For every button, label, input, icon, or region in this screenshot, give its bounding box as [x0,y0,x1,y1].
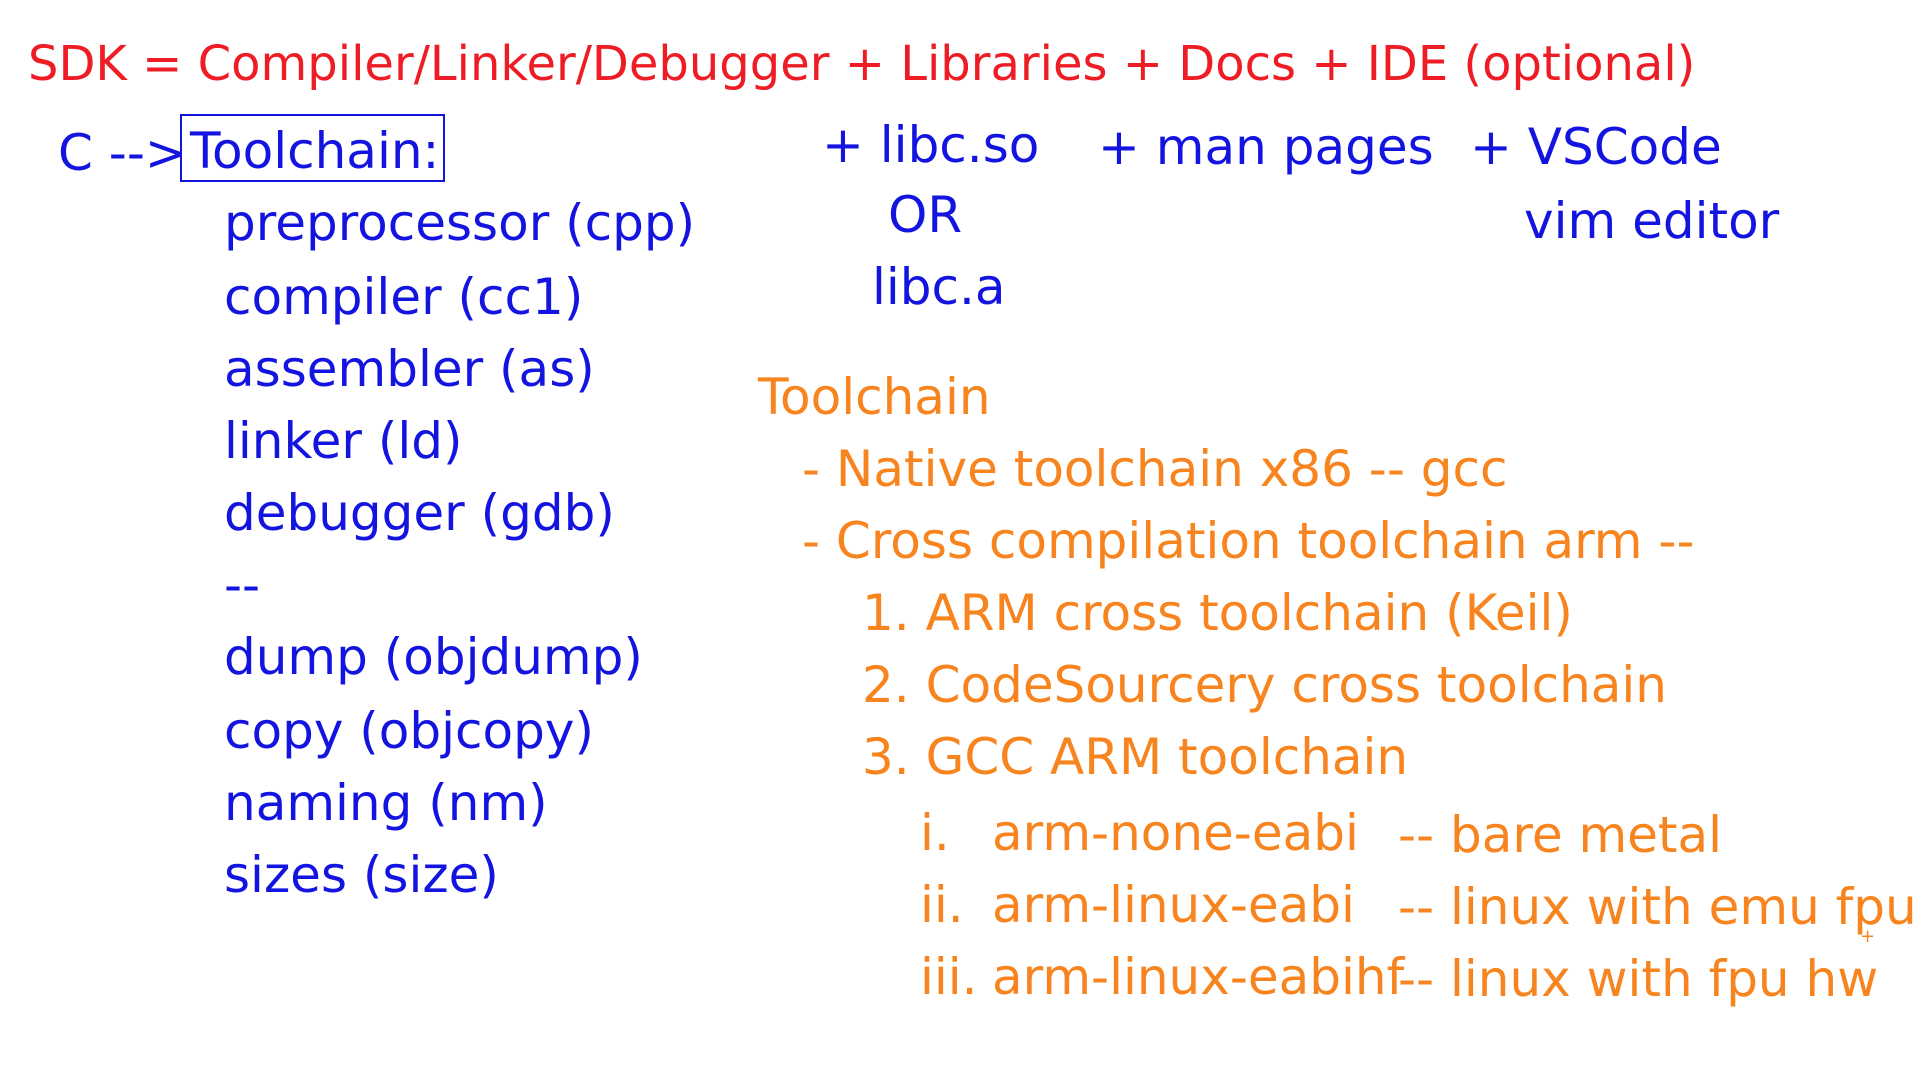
tool-item: preprocessor (cpp) [224,194,696,252]
tool-item: linker (ld) [224,412,463,470]
library-libc-a: libc.a [872,258,1006,316]
variant-number: i. [920,804,950,862]
sdk-definition: SDK = Compiler/Linker/Debugger + Librari… [28,36,1696,92]
toolchain-label: Toolchain: [190,122,440,180]
ide-vim: vim editor [1524,192,1780,250]
variant-name: arm-none-eabi [992,804,1359,862]
toolchain-box [180,114,445,182]
toolchain-heading: Toolchain [758,368,991,426]
cross-toolchain: - Cross compilation toolchain arm -- [802,512,1695,570]
variant-description: -- bare metal [1398,806,1723,864]
toolchain-option: 3. GCC ARM toolchain [862,728,1409,786]
tool-item: compiler (cc1) [224,268,584,326]
c-prefix: C --> [58,124,187,182]
ide-vscode: + VSCode [1470,118,1722,176]
variant-description: -- linux with emu fpu [1398,878,1917,936]
variant-number: ii. [920,876,964,934]
tool-item: dump (objdump) [224,628,643,686]
variant-description: -- linux with fpu hw [1398,950,1879,1008]
tool-item: debugger (gdb) [224,484,615,542]
library-or: OR [888,186,963,244]
library-libc-so: + libc.so [822,116,1040,174]
docs-man-pages: + man pages [1098,118,1434,176]
toolchain-option: 1. ARM cross toolchain (Keil) [862,584,1573,642]
variant-name: arm-linux-eabihf [992,948,1405,1006]
tool-separator: -- [224,556,261,614]
tool-item: naming (nm) [224,774,548,832]
variant-name: arm-linux-eabi [992,876,1355,934]
variant-number: iii. [920,948,978,1006]
tool-item: copy (objcopy) [224,702,594,760]
toolchain-option: 2. CodeSourcery cross toolchain [862,656,1667,714]
tool-item: assembler (as) [224,340,595,398]
native-toolchain: - Native toolchain x86 -- gcc [802,440,1508,498]
ink-mark-icon: + [1860,926,1876,947]
tool-item: sizes (size) [224,846,499,904]
